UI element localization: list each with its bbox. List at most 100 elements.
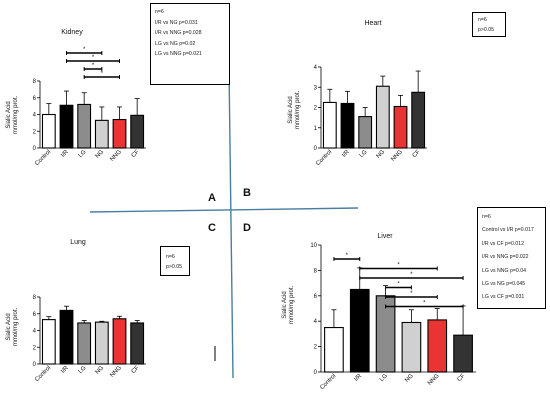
lung-y-tick-label: 8 [33, 295, 37, 301]
heart-bar [340, 102, 355, 149]
liver-y-tick-label: 10 [310, 243, 317, 249]
panel-label-d: D [243, 222, 251, 234]
liver-x-tick-label: I/R [353, 373, 363, 383]
kidney-bar [130, 114, 145, 149]
lung-bar [112, 318, 127, 365]
liver-y-tick-label: 8 [314, 268, 318, 274]
lung-x-tick-label: CF [131, 365, 141, 375]
heart-bar [375, 85, 390, 149]
kidney-x-tick-label: NNG [109, 149, 123, 163]
lung-x-tick-label: NG [95, 365, 106, 376]
heart-ylabel-unit: mmol/mg prot. [295, 90, 301, 129]
kidney-y-tick-label: 8 [33, 79, 37, 85]
heart-x-tick-label: I/R [341, 149, 351, 159]
lung-bar [77, 322, 92, 365]
kidney-bar [77, 103, 92, 149]
kidney-bar [112, 118, 127, 149]
liver-ylabel-unit: mmol/mg prot. [289, 285, 295, 324]
liver-x-tick-label: LG [379, 373, 389, 383]
liver-y-tick-label: 4 [314, 319, 318, 325]
liver-x-tick-label: NNG [427, 373, 441, 387]
lung-bar [94, 321, 109, 365]
kidney-y-tick-label: 2 [33, 129, 37, 135]
lung-title: Lung [70, 239, 86, 246]
liver-x-tick-label: NG [404, 373, 415, 384]
kidney-bar [94, 119, 109, 149]
panel-label-a: A [208, 192, 216, 204]
heart-bar [358, 116, 373, 149]
heart-x-tick-label: CF [412, 149, 422, 159]
panel-label-c: C [208, 222, 216, 234]
lung-y-tick-label: 6 [33, 312, 37, 318]
lung-x-tick-label: NNG [109, 365, 123, 379]
liver-y-tick-label: 2 [314, 345, 318, 351]
lung-bar [59, 309, 74, 365]
kidney-ylabel: Sialic Acid [6, 101, 12, 128]
kidney-y-tick-label: 4 [33, 113, 37, 119]
lung-y-tick-label: 2 [33, 345, 37, 351]
liver-stats-box: n=6 Control vs I/R p=0.017 I/R vs CF p=0… [477, 207, 546, 309]
liver-sig-star: * [410, 291, 413, 297]
kidney-sig-star: * [101, 71, 104, 77]
stats-line: LG vs CF p=0.031 [482, 294, 525, 301]
liver-bar [401, 321, 422, 373]
kidney-x-tick-label: I/R [60, 149, 70, 159]
liver-sig-star: * [397, 263, 400, 269]
liver-sig-star: * [346, 253, 349, 259]
heart-title: Heart [364, 20, 381, 27]
heart-y-tick-label: 2 [314, 106, 318, 112]
liver-bar [324, 326, 344, 373]
kidney-stats-box: n=6 I/R vs NG p=0.031 I/R vs NNG p=0.028… [150, 3, 230, 85]
lung-x-tick-label: I/R [60, 365, 70, 375]
liver-sig-star: * [410, 272, 413, 278]
kidney-x-tick-label: NG [95, 149, 106, 160]
stats-line: n=6 [155, 9, 164, 15]
lung-ylabel: Sialic Acid [6, 313, 12, 340]
stats-line: n=6 [482, 214, 491, 220]
heart-x-tick-label: NG [376, 149, 387, 160]
stats-line: p>0.05 [478, 27, 495, 33]
lung-bar [130, 322, 145, 365]
kidney-y-tick-label: 0 [33, 146, 37, 152]
heart-x-tick-label: LG [359, 149, 369, 159]
liver-ylabel: Sialic Acid [282, 291, 288, 318]
heart-y-tick-label: 4 [314, 65, 318, 71]
stats-line: n=6 [478, 17, 487, 23]
stats-line: LG vs NG p=0.045 [482, 281, 526, 288]
liver-title: Liver [377, 233, 393, 240]
kidney-x-tick-label: LG [78, 149, 88, 159]
stats-line: n=6 [166, 254, 175, 260]
stats-line: LG vs NNG p=0.04 [482, 267, 526, 274]
liver-bar [349, 288, 370, 373]
stats-line: I/R vs CF p=0.012 [482, 240, 524, 247]
stats-line: LG vs NG p=0.02 [155, 40, 196, 47]
heart-ylabel: Sialic Acid [288, 96, 294, 123]
quadrant-divider-vertical [228, 67, 234, 379]
stats-line: p>0.05 [166, 264, 183, 270]
liver-sig-star: * [423, 301, 426, 307]
kidney-sig-star: * [92, 63, 95, 69]
kidney-ylabel-unit: mmol/mg prot. [13, 95, 19, 134]
stats-line: Control vs I/R p=0.017 [482, 227, 534, 234]
kidney-title: Kidney [61, 29, 83, 36]
liver-y-tick-label: 0 [314, 370, 318, 376]
kidney-bar [41, 113, 56, 149]
kidney-sig-star: * [92, 55, 95, 61]
heart-y-tick-label: 1 [314, 126, 318, 132]
kidney-y-tick-label: 6 [33, 96, 37, 102]
lung-x-tick-label: LG [78, 365, 88, 375]
kidney-bar [59, 104, 74, 149]
heart-stats-box: n=6 p>0.05 [472, 12, 506, 37]
lung-y-tick-label: 0 [33, 362, 37, 368]
liver-bar [453, 334, 473, 373]
liver-x-tick-label: CF [457, 373, 467, 383]
heart-y-tick-label: 0 [314, 146, 318, 152]
heart-y-tick-label: 3 [314, 85, 318, 91]
heart-bar [411, 91, 426, 149]
panel-label-b: B [243, 187, 251, 199]
lung-bar [41, 319, 56, 365]
liver-x-tick-label: Control [319, 373, 337, 391]
stats-line: LG vs NNG p=0.021 [155, 51, 202, 57]
lung-ylabel-unit: mmol/mg prot. [13, 307, 19, 346]
